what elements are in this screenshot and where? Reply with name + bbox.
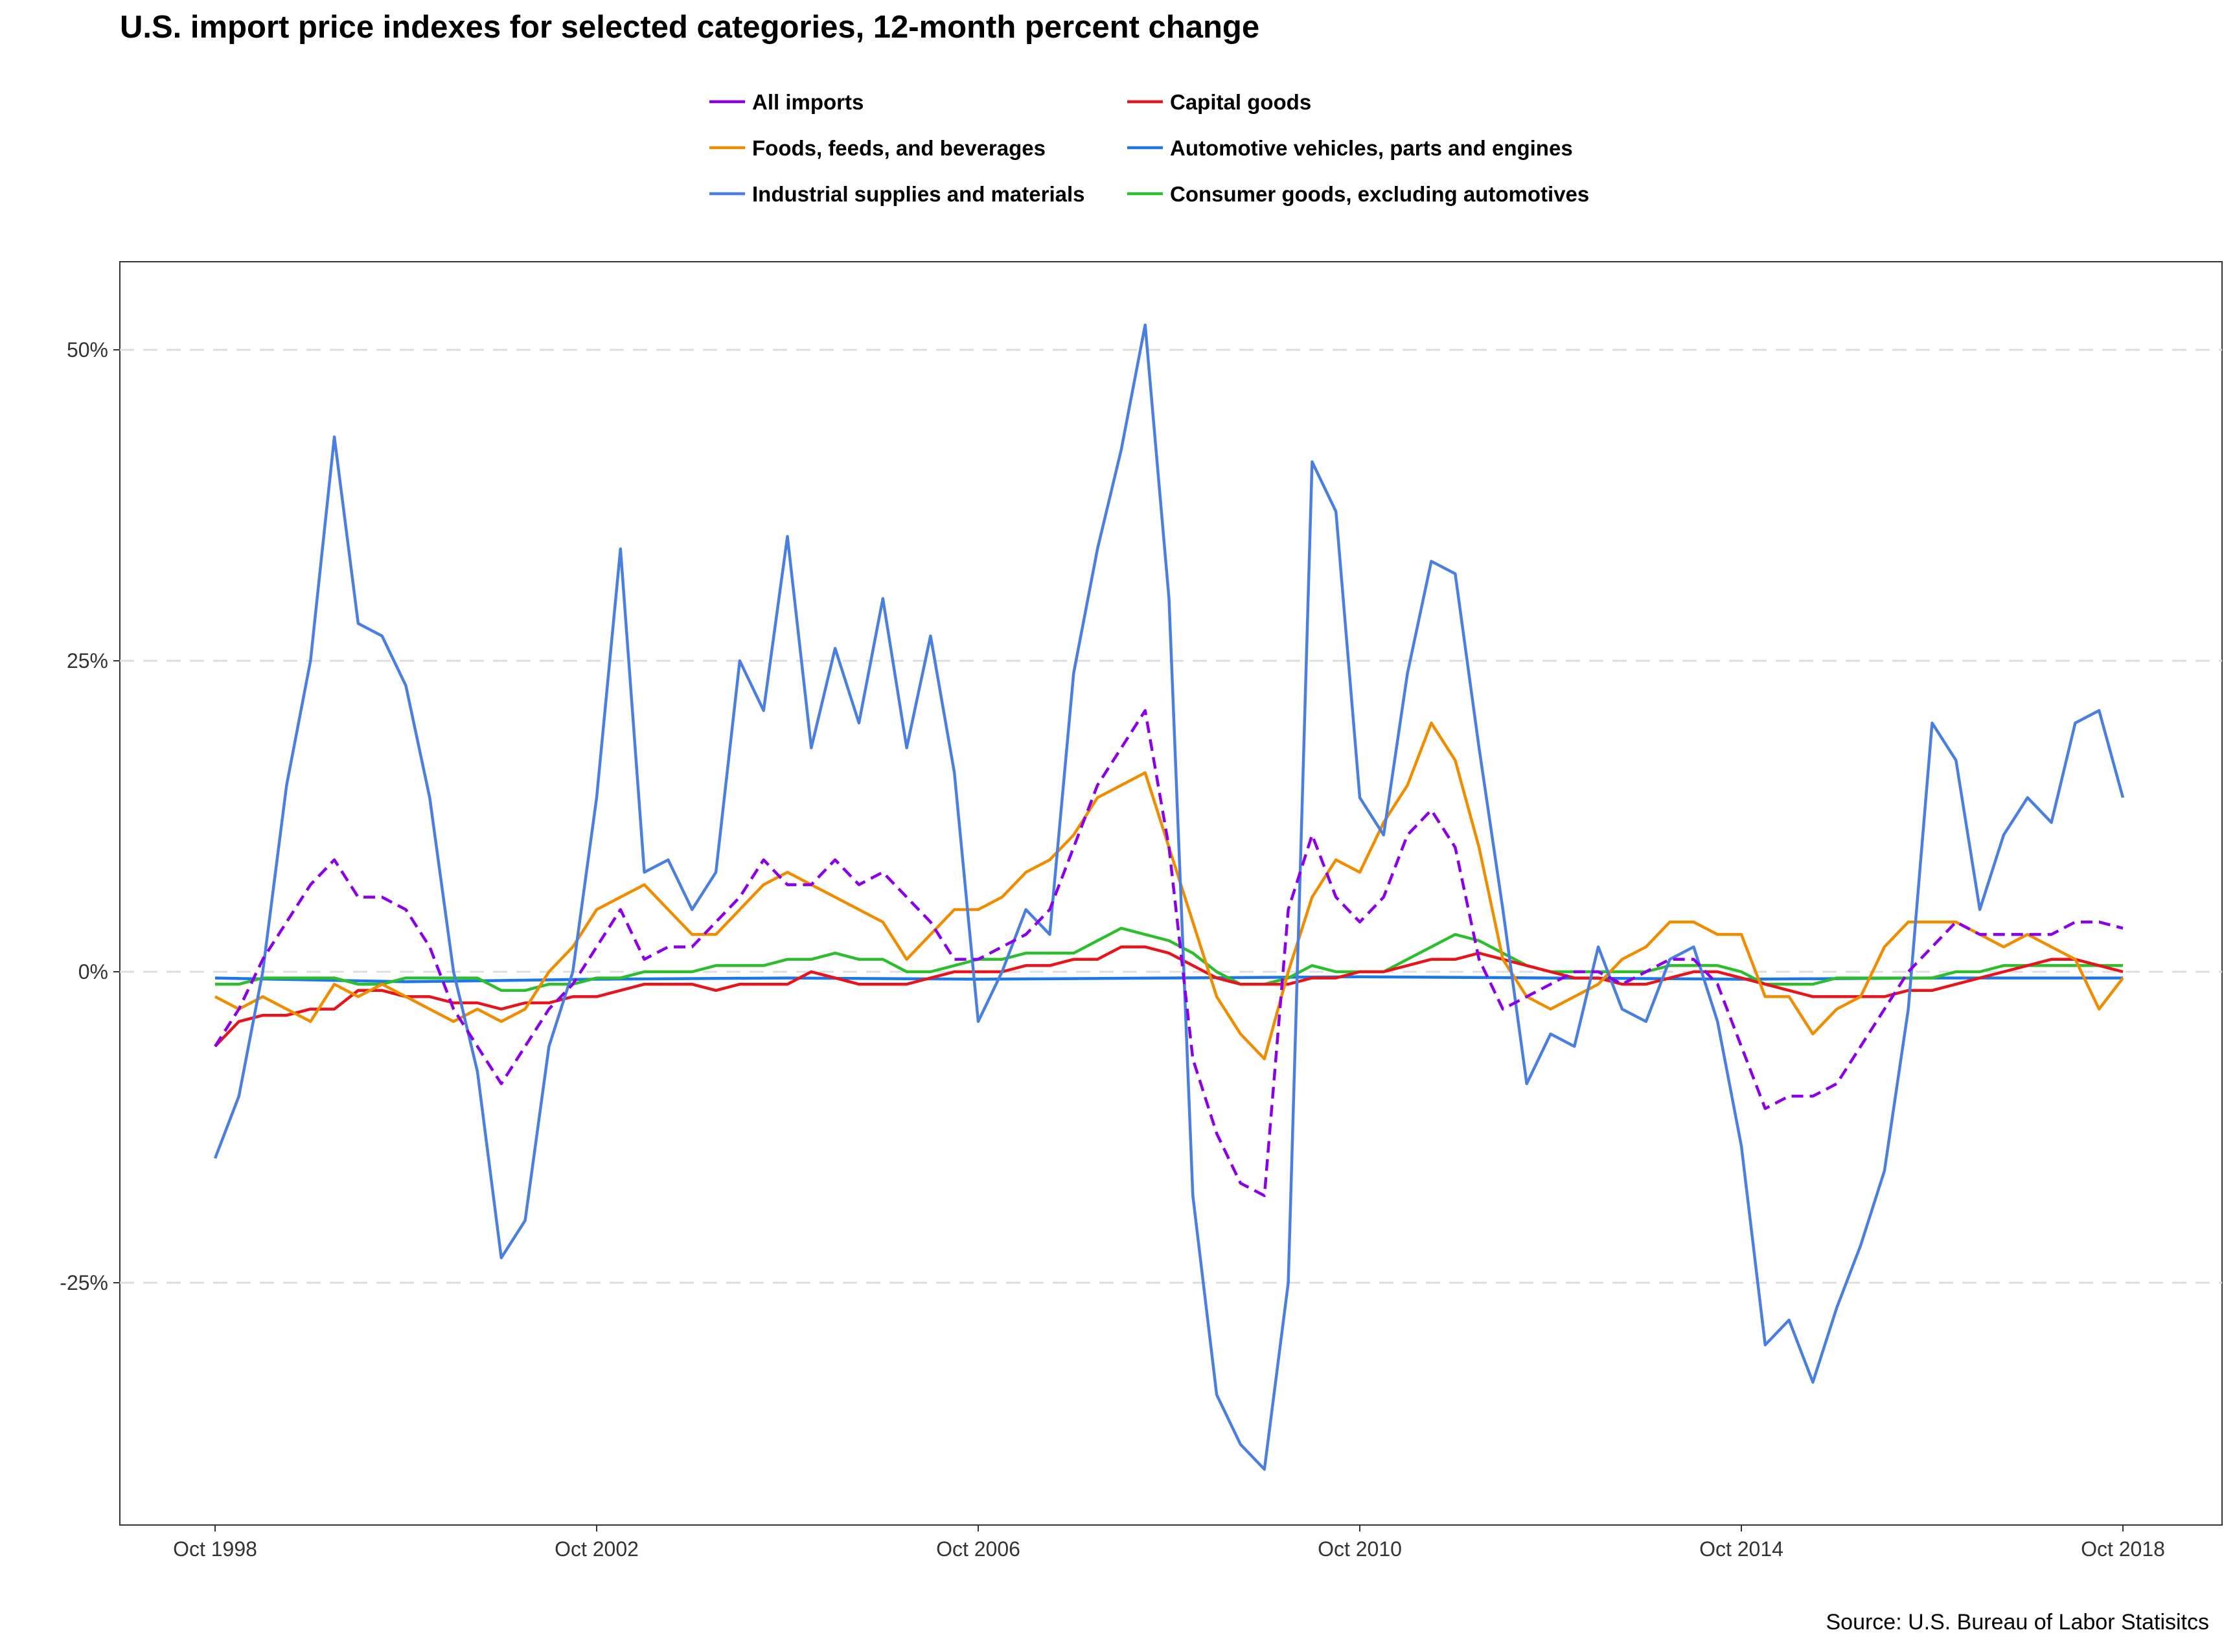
y-axis: -25% 0% 25% 50% (60, 338, 120, 1294)
legend-label: Foods, feeds, and beverages (752, 136, 1046, 160)
series-line (214, 945, 2124, 1048)
series-line (214, 709, 2124, 1197)
x-axis: Oct 1998 Oct 2002 Oct 2006 Oct 2010 Oct 2014… (173, 1525, 2165, 1561)
series-line (215, 926, 2123, 992)
series-lines (213, 323, 2125, 1471)
y-tick-label: -25% (60, 1271, 108, 1294)
x-tick-label: Oct 2002 (555, 1537, 639, 1561)
legend-label: Capital goods (1170, 90, 1311, 114)
legend-label: All imports (752, 90, 864, 114)
legend-label: Automotive vehicles, parts and engines (1170, 136, 1573, 160)
series-line (213, 323, 2125, 1471)
series-line (214, 975, 2123, 983)
y-tick-label: 50% (67, 338, 108, 361)
legend-label: Industrial supplies and materials (752, 182, 1084, 206)
x-tick-label: Oct 1998 (173, 1537, 257, 1561)
y-tick-label: 0% (78, 960, 108, 983)
source-note: Source: U.S. Bureau of Labor Statisitcs (1826, 1610, 2209, 1635)
y-tick-label: 25% (67, 649, 108, 672)
legend-label: Consumer goods, excluding automotives (1170, 182, 1589, 206)
chart-title: U.S. import price indexes for selected c… (120, 10, 1260, 45)
x-tick-label: Oct 2014 (1699, 1537, 1783, 1561)
plot-panel (119, 261, 2223, 1526)
chart-legend: All imports Foods, feeds, and beverages In… (709, 90, 1589, 206)
x-tick-label: Oct 2010 (1318, 1537, 1402, 1561)
x-tick-label: Oct 2018 (2081, 1537, 2165, 1561)
x-tick-label: Oct 2006 (936, 1537, 1020, 1561)
